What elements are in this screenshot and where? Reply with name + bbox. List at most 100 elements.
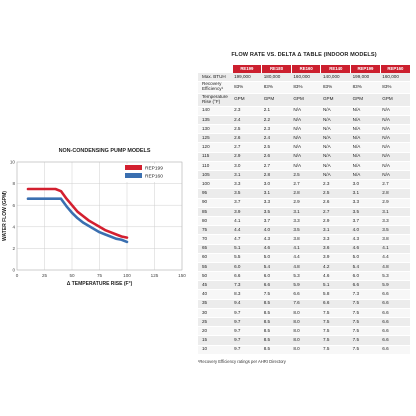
gpm-cell: N/A [380,115,410,126]
gpm-cell: 4.8 [291,262,321,273]
gpm-cell: 2.4 [261,133,292,144]
table-row: 65 5.1 4.6 4.1 3.6 4.6 4.1 [198,244,410,254]
gpm-cell: 5.9 [380,280,410,291]
gpm-cell: 5.0 [261,253,292,263]
table-row: 110 3.0 2.7 N/A N/A N/A N/A [198,161,410,172]
x-tick-label: 50 [69,273,75,278]
x-axis-label: Δ TEMPERATURE RISE (F°) [67,281,133,287]
gpm-cell: N/A [350,133,381,144]
gpm-cell: 2.3 [232,106,262,116]
temp-rise-cell: 75 [198,225,233,236]
temp-rise-cell: 55 [198,262,233,273]
gpm-cell: 4.0 [261,225,292,236]
unit-label: GPM [232,93,262,107]
gpm-cell: 7.5 [320,326,351,337]
gpm-cell: 8.0 [291,335,321,346]
table-row: 105 3.1 2.8 2.5 N/A N/A N/A [198,170,410,181]
gpm-cell: N/A [320,142,351,153]
gpm-cell: 6.6 [350,280,381,291]
efficiency-value: 83% [380,81,410,94]
table-row: 60 5.5 5.0 4.4 3.9 5.0 4.4 [198,253,410,263]
gpm-cell: N/A [380,142,410,153]
gpm-cell: N/A [320,170,351,181]
legend-label-rep160: REP160 [145,173,163,179]
table-title: FLOW RATE VS. DELTA Δ TABLE (INDOOR MODE… [231,52,377,58]
gpm-cell: 4.3 [350,234,381,245]
max-btuh-value: 180,000 [261,73,292,82]
gpm-cell: 2.3 [261,124,292,135]
temp-rise-cell: 30 [198,308,233,319]
gpm-cell: 2.5 [291,170,321,181]
plot-frame [16,161,183,271]
gpm-cell: 4.4 [291,253,321,263]
unit-label: GPM [380,93,410,107]
gpm-cell: N/A [320,115,351,126]
table-row: 90 3.7 3.3 2.9 2.6 3.3 2.9 [198,198,410,208]
gpm-cell: 6.6 [380,299,410,309]
gpm-cell: 8.0 [291,345,321,355]
flow-rate-table-panel: FLOW RATE VS. DELTA Δ TABLE (INDOOR MODE… [198,52,410,364]
legend-swatch-rep160 [125,173,142,178]
table-row: 100 3.3 3.0 2.7 2.3 3.0 2.7 [198,179,410,190]
gpm-cell: N/A [291,133,321,144]
gpm-cell: 3.9 [232,207,262,217]
gpm-cell: 7.5 [320,308,351,319]
table-row: 125 2.6 2.4 N/A N/A N/A N/A [198,133,410,144]
temp-rise-label: Temperature Rise (°F) [198,93,233,107]
gpm-cell: 3.3 [261,198,292,208]
gpm-cell: 9.7 [232,335,262,346]
gpm-cell: 6.6 [291,289,321,300]
gpm-cell: N/A [320,124,351,135]
table-row: 120 2.7 2.5 N/A N/A N/A N/A [198,142,410,153]
gpm-cell: 2.7 [232,142,262,153]
gpm-cell: 5.1 [320,280,351,291]
gpm-cell: 2.8 [291,188,321,199]
x-tick-label: 25 [42,273,48,278]
gpm-cell: 5.5 [232,253,262,263]
gpm-cell: 6.6 [380,326,410,337]
gpm-cell: 4.7 [232,234,262,245]
gpm-cell: 6.6 [380,317,410,328]
gpm-cell: 4.6 [320,271,351,282]
model-header: RE180 [261,65,292,74]
gpm-cell: 5.9 [291,280,321,291]
temp-rise-cell: 115 [198,152,233,162]
table-row: 45 7.3 6.6 5.9 5.1 6.6 5.9 [198,280,410,291]
gpm-cell: N/A [291,124,321,135]
temp-rise-cell: 15 [198,335,233,346]
x-tick-label: 0 [16,273,19,278]
efficiency-value: 83% [291,81,321,94]
header-corner [198,65,233,74]
temp-rise-cell: 70 [198,234,233,245]
table-row: 75 4.4 4.0 3.5 3.1 4.0 3.5 [198,225,410,236]
gpm-cell: 8.5 [261,345,292,355]
gpm-cell: 2.9 [291,198,321,208]
gpm-cell: 6.6 [380,308,410,319]
gpm-cell: 3.5 [380,225,410,236]
gpm-cell: 5.3 [380,271,410,282]
unit-label: GPM [350,93,381,107]
temp-rise-cell: 60 [198,253,233,263]
legend-label-rep199: REP199 [145,165,163,171]
gpm-cell: N/A [350,170,381,181]
gpm-cell: 8.5 [261,308,292,319]
gpm-cell: N/A [291,106,321,116]
gpm-cell: 3.1 [291,207,321,217]
gpm-cell: 3.0 [261,179,292,190]
gpm-cell: 8.5 [261,326,292,337]
gpm-cell: 9.7 [232,326,262,337]
temp-rise-cell: 65 [198,244,233,254]
temp-rise-cell: 100 [198,179,233,190]
table-row: 55 6.0 5.4 4.8 4.2 5.4 4.8 [198,262,410,273]
gpm-cell: 7.3 [350,289,381,300]
gpm-cell: 3.3 [232,179,262,190]
table-footnote: ¹Recovery Efficiency ratings per AHRI Di… [198,358,286,364]
gpm-cell: 8.0 [291,308,321,319]
model-header: REP160 [379,65,410,74]
gpm-cell: 7.5 [350,326,381,337]
gpm-cell: N/A [350,152,381,162]
table-row: 20 9.7 8.5 8.0 7.5 7.5 6.6 [198,326,410,337]
temp-rise-cell: 90 [198,198,233,208]
temp-rise-cell: 40 [198,289,233,300]
temp-rise-cell: 35 [198,299,233,309]
